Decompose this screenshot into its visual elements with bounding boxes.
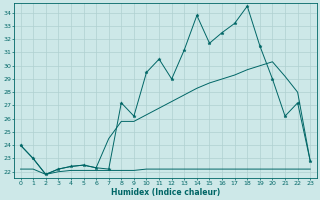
X-axis label: Humidex (Indice chaleur): Humidex (Indice chaleur) <box>111 188 220 197</box>
